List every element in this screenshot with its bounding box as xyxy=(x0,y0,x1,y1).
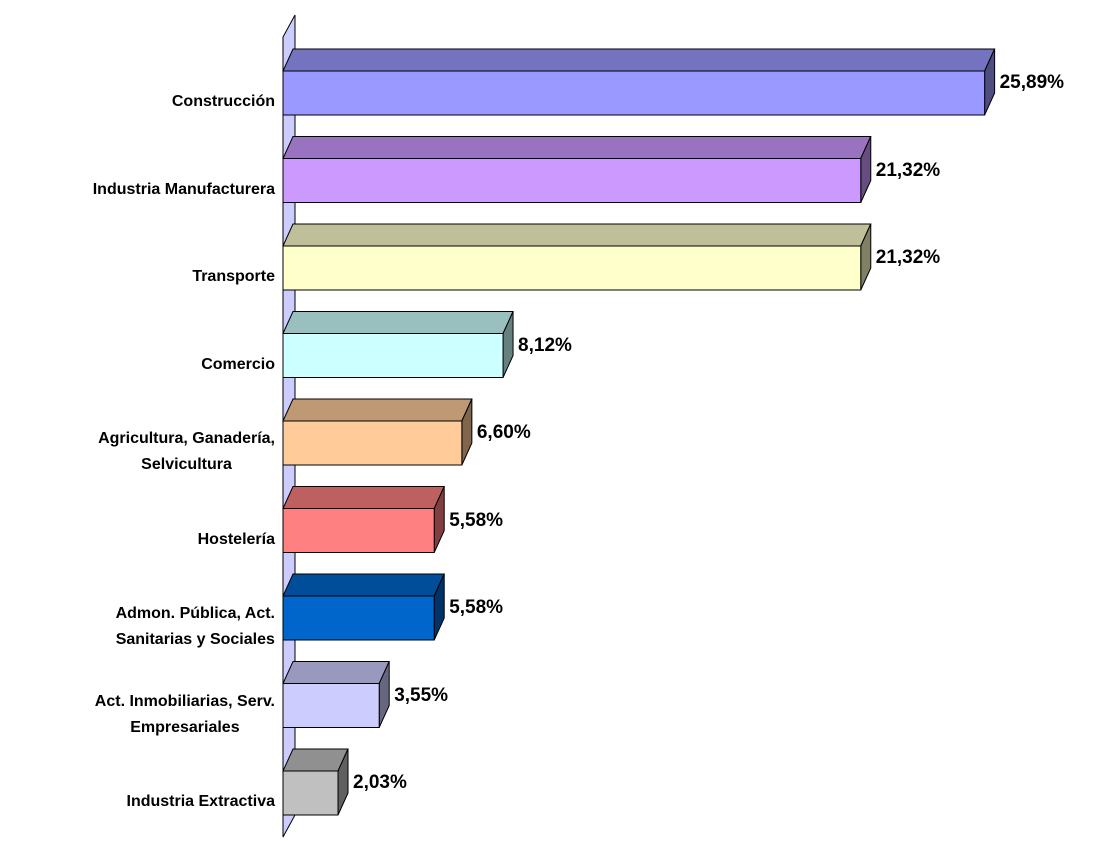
category-text: Agricultura, Ganadería, Selvicultura xyxy=(98,430,275,473)
bar xyxy=(282,486,445,553)
bar-top xyxy=(282,486,445,509)
bar-top xyxy=(282,661,390,684)
value-label: 8,12% xyxy=(518,334,572,356)
category-text: Act. Inmobiliarias, Serv. Empresariales xyxy=(94,692,275,736)
bar-front xyxy=(282,683,380,728)
bar-top xyxy=(282,311,514,334)
bar xyxy=(282,136,872,203)
value-label: 5,58% xyxy=(449,509,504,531)
bar-front xyxy=(282,70,986,116)
bar-top xyxy=(282,48,996,72)
bar-front xyxy=(282,158,862,203)
category-label: Comercio xyxy=(0,352,275,378)
category-label: Act. Inmobiliarias, Serv. Empresariales xyxy=(0,689,275,741)
bar xyxy=(282,573,445,641)
value-label: 25,89% xyxy=(999,72,1065,93)
category-text: Industria Extractiva xyxy=(126,793,276,810)
bar xyxy=(282,661,390,728)
bar xyxy=(282,311,514,378)
category-label: Industria Extractiva xyxy=(0,789,276,815)
bar-top xyxy=(282,223,872,247)
category-label: Construcción xyxy=(0,89,275,115)
value-label: 21,32% xyxy=(875,159,941,181)
category-text: Comercio xyxy=(201,355,275,373)
bar xyxy=(282,398,473,466)
bar-front xyxy=(282,333,504,378)
value-label: 6,60% xyxy=(476,422,531,443)
bar-front xyxy=(282,245,862,291)
value-label: 5,58% xyxy=(449,597,504,618)
bar xyxy=(282,748,349,816)
value-label: 3,55% xyxy=(394,684,449,706)
category-label: Industria Manufacturera xyxy=(0,177,275,203)
category-text: Industria Manufacturera xyxy=(92,180,275,198)
category-label: Hostelería xyxy=(0,527,275,553)
category-label: Admon. Pública, Act. Sanitarias y Social… xyxy=(0,601,275,653)
bar-front xyxy=(282,508,435,553)
value-label: 2,03% xyxy=(353,772,407,793)
bar xyxy=(282,48,996,116)
category-label: Agricultura, Ganadería, Selvicultura xyxy=(0,426,275,478)
bar-top xyxy=(282,398,473,422)
category-text: Admon. Pública, Act. Sanitarias y Social… xyxy=(115,605,275,648)
bar-front xyxy=(282,770,339,816)
category-label: Transporte xyxy=(0,264,275,290)
bar-front xyxy=(282,595,435,641)
bar-top xyxy=(282,748,349,772)
bar-top xyxy=(282,136,872,159)
category-text: Construcción xyxy=(171,93,275,110)
bar-top xyxy=(282,573,445,597)
category-text: Transporte xyxy=(192,268,275,285)
bar-front xyxy=(282,420,463,466)
value-label: 21,32% xyxy=(875,247,941,268)
bar xyxy=(282,223,872,291)
category-text: Hostelería xyxy=(197,530,275,548)
